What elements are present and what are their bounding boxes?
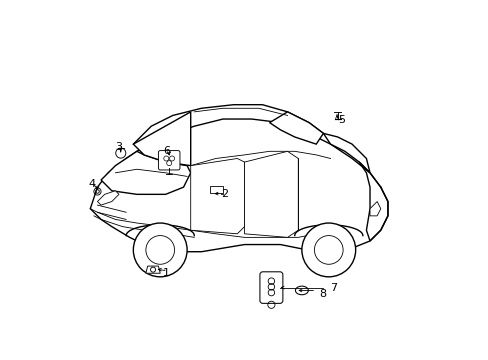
Bar [210, 186, 223, 193]
Polygon shape [145, 266, 160, 273]
Polygon shape [90, 119, 387, 252]
FancyBboxPatch shape [158, 150, 180, 170]
Text: 1: 1 [163, 267, 169, 278]
Text: 7: 7 [330, 283, 337, 293]
Polygon shape [101, 151, 190, 194]
FancyBboxPatch shape [260, 272, 282, 303]
Circle shape [133, 223, 187, 277]
Polygon shape [269, 112, 323, 144]
Polygon shape [323, 134, 369, 173]
Text: 8: 8 [318, 289, 325, 299]
Polygon shape [369, 202, 380, 216]
Polygon shape [244, 151, 298, 237]
Text: 6: 6 [163, 146, 169, 156]
Text: 5: 5 [337, 115, 344, 125]
Text: 2: 2 [221, 189, 228, 199]
Polygon shape [190, 158, 244, 234]
Circle shape [301, 223, 355, 277]
Text: 4: 4 [88, 179, 96, 189]
Polygon shape [133, 112, 190, 166]
Polygon shape [97, 191, 119, 205]
Text: 3: 3 [115, 141, 122, 152]
